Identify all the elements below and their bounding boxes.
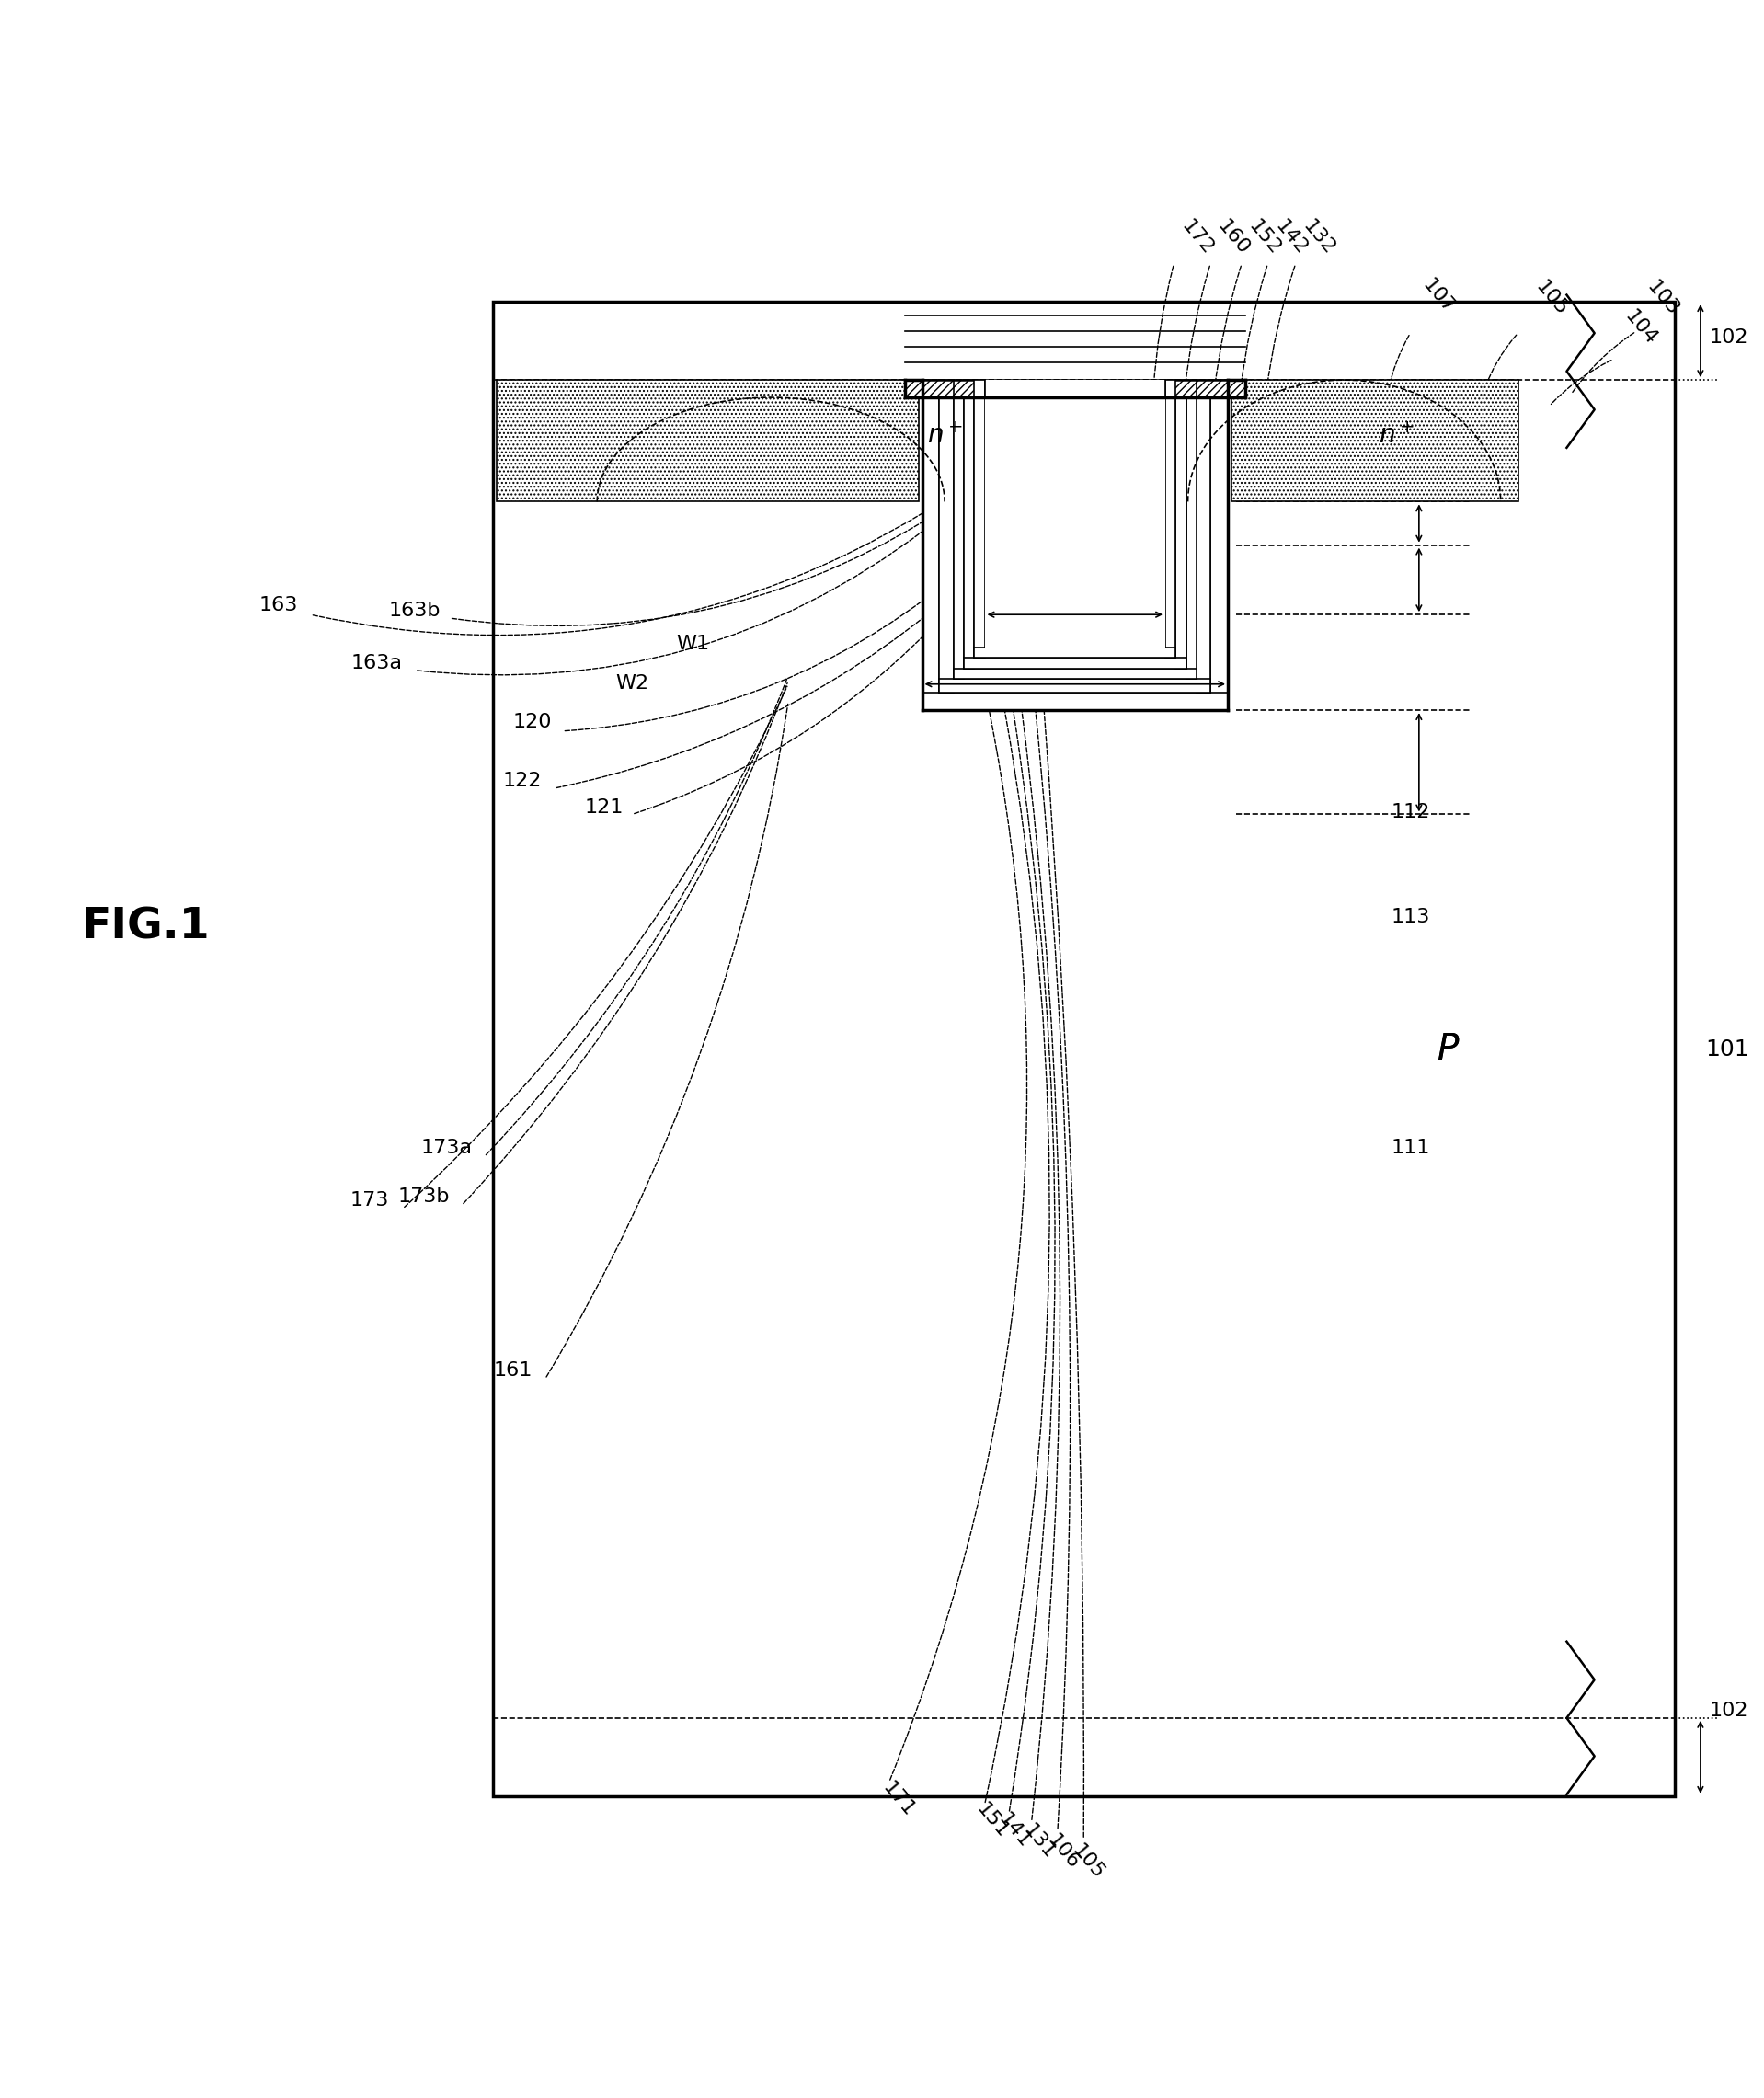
Text: 101: 101	[1706, 1039, 1750, 1059]
Text: FIG.1: FIG.1	[81, 906, 210, 948]
Text: P: P	[1438, 1032, 1459, 1066]
Text: 131: 131	[1020, 1821, 1058, 1863]
Bar	[953, 380, 963, 680]
Bar	[940, 680, 1210, 692]
Text: W1: W1	[676, 634, 709, 652]
Bar	[905, 380, 1245, 397]
Text: 151: 151	[972, 1800, 1011, 1842]
Bar	[1210, 380, 1228, 709]
Bar	[963, 380, 974, 669]
Text: 163a: 163a	[351, 655, 402, 671]
Bar	[1231, 380, 1519, 501]
Text: 120: 120	[513, 713, 552, 732]
Bar	[1196, 380, 1210, 692]
Text: 173b: 173b	[397, 1187, 450, 1206]
Text: 113: 113	[1392, 908, 1431, 925]
Text: 162: 162	[732, 472, 771, 491]
Bar	[496, 380, 919, 501]
Text: 163: 163	[259, 596, 298, 615]
Text: 161: 161	[494, 1362, 533, 1378]
Text: 171: 171	[878, 1779, 917, 1821]
Text: 105: 105	[1067, 1842, 1108, 1884]
Text: 163b: 163b	[388, 602, 441, 621]
Text: $n^+$: $n^+$	[1378, 422, 1415, 449]
Text: 173: 173	[349, 1192, 388, 1208]
Text: 132: 132	[1298, 216, 1339, 258]
Bar	[492, 302, 1674, 1796]
Bar	[1177, 380, 1185, 669]
Bar	[1166, 380, 1177, 659]
Text: 102: 102	[1709, 1701, 1748, 1720]
Text: 152: 152	[1245, 216, 1284, 258]
Text: 107: 107	[1418, 275, 1459, 317]
Text: 112: 112	[1392, 804, 1431, 822]
Text: 102: 102	[1709, 329, 1748, 346]
Text: 104: 104	[1621, 306, 1660, 348]
Bar	[984, 380, 1166, 648]
Text: 172: 172	[1177, 216, 1217, 258]
Text: 160: 160	[1214, 216, 1252, 258]
Text: 121: 121	[584, 797, 623, 816]
Text: 142: 142	[1272, 216, 1311, 258]
Text: 141: 141	[995, 1811, 1034, 1853]
Bar	[963, 659, 1185, 669]
Bar	[923, 380, 1228, 709]
Bar	[974, 380, 984, 659]
Bar	[923, 692, 1228, 709]
Text: 103: 103	[1642, 277, 1683, 319]
Text: P: P	[1438, 1032, 1459, 1066]
Bar	[940, 380, 953, 692]
Text: 122: 122	[503, 772, 542, 791]
Bar	[1185, 380, 1196, 680]
Text: 173a: 173a	[420, 1139, 473, 1156]
Bar	[974, 648, 1177, 659]
Bar	[953, 669, 1196, 680]
Text: 105: 105	[1531, 277, 1572, 319]
Text: 111: 111	[1392, 1139, 1431, 1156]
Text: 106: 106	[1044, 1832, 1083, 1874]
Bar	[923, 380, 940, 709]
Text: W2: W2	[616, 676, 649, 692]
Text: $n^+$: $n^+$	[926, 422, 963, 449]
